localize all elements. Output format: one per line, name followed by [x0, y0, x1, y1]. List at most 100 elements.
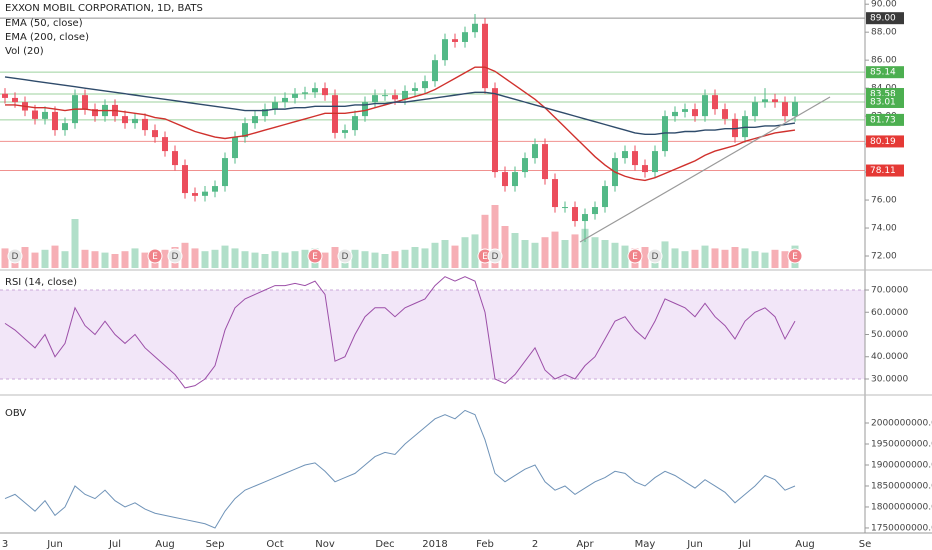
candle-body — [282, 97, 288, 103]
volume-bar — [221, 245, 229, 268]
candle-body — [202, 191, 208, 196]
y-tick-label: 30.0000 — [871, 374, 908, 384]
event-marker[interactable] — [647, 248, 663, 264]
volume-bar — [591, 237, 599, 268]
event-marker[interactable] — [627, 248, 643, 264]
event-marker[interactable] — [7, 248, 23, 264]
volume-bar — [161, 249, 169, 268]
legend-entry: EMA (50, close) — [5, 18, 83, 29]
trend-line — [579, 96, 831, 243]
y-tick-label: 70.0000 — [871, 286, 908, 296]
level-label: 80.19 — [870, 137, 896, 147]
volume-bar — [261, 254, 269, 268]
volume-bar — [441, 240, 449, 268]
volume-bar — [381, 254, 389, 268]
x-tick-label: 2018 — [422, 539, 447, 550]
event-marker[interactable] — [787, 248, 803, 264]
volume-bar — [551, 231, 559, 268]
level-tag — [866, 164, 904, 177]
event-marker[interactable] — [307, 248, 323, 264]
level-label: 78.11 — [870, 166, 896, 176]
y-tick-label: 1750000000.0000 — [871, 523, 932, 533]
volume-bar — [201, 251, 209, 268]
volume-bar — [181, 242, 189, 268]
volume-bar — [761, 252, 769, 268]
candle-body — [492, 88, 498, 173]
candle-body — [412, 88, 418, 91]
candle-body — [182, 165, 188, 194]
event-marker[interactable] — [147, 248, 163, 264]
event-marker[interactable] — [487, 248, 503, 264]
candle-body — [362, 102, 368, 117]
ema-line — [5, 66, 796, 182]
volume-bar — [721, 249, 729, 268]
volume-bar — [571, 234, 579, 268]
volume-bar — [91, 251, 99, 268]
candle-body — [692, 109, 698, 117]
candle-body — [542, 144, 548, 180]
candle-body — [152, 130, 158, 138]
event-label: D — [172, 252, 179, 262]
candle-body — [32, 110, 38, 119]
volume-bar — [601, 240, 609, 268]
event-marker[interactable] — [337, 248, 353, 264]
rsi-band — [0, 290, 865, 379]
y-tick-label: 1850000000.0000 — [871, 481, 932, 491]
level-label: 83.58 — [870, 90, 896, 100]
candle-body — [272, 102, 278, 110]
volume-bar — [771, 249, 779, 268]
candle-body — [162, 137, 168, 152]
candle-body — [552, 179, 558, 208]
volume-bar — [51, 245, 59, 268]
candle-body — [232, 137, 238, 159]
volume-bar — [301, 249, 309, 268]
volume-bar — [611, 242, 619, 268]
level-label: 83.01 — [870, 97, 896, 107]
event-label: D — [12, 252, 19, 262]
volume-bar — [391, 251, 399, 268]
candle-body — [122, 116, 128, 124]
candle-body — [752, 102, 758, 117]
event-marker[interactable] — [167, 248, 183, 264]
candle-body — [702, 95, 708, 117]
x-tick-label: Dec — [375, 539, 394, 550]
event-label: D — [652, 252, 659, 262]
event-label: E — [152, 252, 158, 262]
candle-body — [682, 109, 688, 112]
pane-title: OBV — [5, 408, 26, 419]
candle-body — [242, 123, 248, 138]
candle-body — [342, 130, 348, 133]
volume-bar — [131, 248, 139, 268]
volume-bar — [511, 233, 519, 268]
candle-body — [12, 97, 18, 103]
candle-body — [262, 109, 268, 117]
y-tick-label: 72.00 — [871, 252, 897, 262]
volume-bar — [81, 249, 89, 268]
volume-bar — [491, 205, 499, 268]
volume-bar — [541, 237, 549, 268]
level-tag — [866, 113, 904, 126]
volume-bar — [241, 251, 249, 268]
candle-body — [772, 99, 778, 103]
event-label: D — [492, 252, 499, 262]
x-tick-label: Apr — [576, 539, 594, 550]
volume-bar — [431, 242, 439, 268]
candle-body — [2, 93, 8, 98]
volume-bar — [271, 251, 279, 268]
level-tag — [866, 135, 904, 148]
volume-bar — [481, 214, 489, 268]
x-tick-label: Jun — [686, 539, 703, 550]
level-tag — [866, 66, 904, 79]
candle-body — [252, 116, 258, 124]
volume-bar — [251, 252, 259, 268]
candle-body — [432, 60, 438, 82]
volume-bar — [661, 241, 669, 268]
candle-body — [92, 109, 98, 117]
volume-bar — [711, 248, 719, 268]
x-tick-label: Oct — [266, 539, 283, 550]
y-tick-label: 74.00 — [871, 224, 897, 234]
x-tick-label: Sep — [206, 539, 225, 550]
